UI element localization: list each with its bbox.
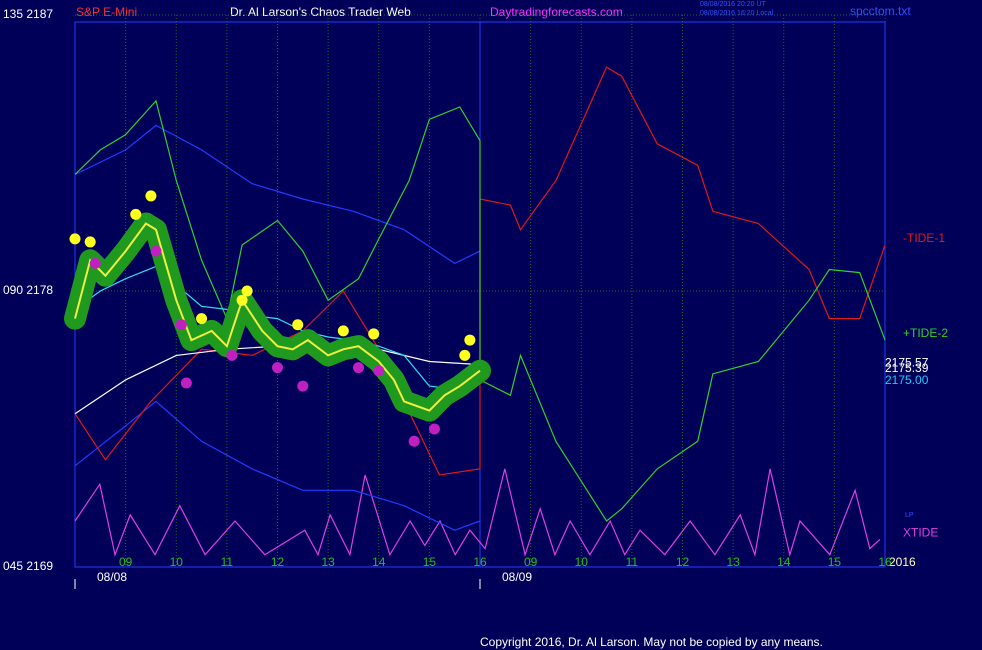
copyright: Copyright 2016, Dr. Al Larson. May not b… bbox=[480, 635, 823, 649]
x-tick-label: 14 bbox=[372, 555, 386, 569]
point bbox=[272, 362, 283, 374]
point bbox=[373, 365, 385, 377]
x-tick-label: 12 bbox=[676, 555, 690, 569]
x-tick-label: 09 bbox=[119, 555, 133, 569]
y-tick-label: 135 2187 bbox=[3, 7, 53, 21]
instrument: S&P E-Mini bbox=[76, 5, 137, 19]
x-tick-label: 10 bbox=[170, 555, 184, 569]
point bbox=[175, 319, 187, 331]
point bbox=[241, 285, 253, 297]
price-label: 2175.39 bbox=[885, 361, 929, 375]
price-label: 2175.00 bbox=[885, 373, 929, 387]
series-label: -TIDE-1 bbox=[903, 231, 945, 245]
point bbox=[353, 362, 364, 374]
series-line bbox=[74, 124, 481, 265]
series-line bbox=[74, 99, 886, 522]
date-label: 08/09 bbox=[502, 570, 532, 584]
point bbox=[428, 423, 440, 435]
annotation: LP bbox=[905, 512, 914, 519]
x-tick-label: 10 bbox=[575, 555, 589, 569]
x-tick-label: 11 bbox=[626, 555, 639, 569]
point bbox=[180, 377, 192, 389]
y-tick-label: 090 2178 bbox=[3, 283, 53, 297]
point bbox=[84, 236, 96, 248]
year-label: 2016 bbox=[889, 555, 916, 569]
point bbox=[368, 328, 380, 340]
point bbox=[150, 245, 162, 257]
x-tick-label: 11 bbox=[221, 555, 234, 569]
point bbox=[226, 349, 238, 361]
x-tick-label: 15 bbox=[423, 555, 437, 569]
point bbox=[464, 334, 476, 346]
series-label: +TIDE-2 bbox=[903, 326, 948, 340]
time-local: 08/08/2016 16:20 Local bbox=[700, 10, 774, 17]
site-url: Daytradingforecasts.com bbox=[490, 5, 623, 19]
point bbox=[89, 257, 101, 269]
point bbox=[69, 233, 81, 245]
point bbox=[297, 380, 309, 392]
site-title: Dr. Al Larson's Chaos Trader Web bbox=[230, 5, 411, 19]
point bbox=[196, 313, 208, 325]
x-tick-label: 14 bbox=[777, 555, 791, 569]
series-label: XTIDE bbox=[903, 526, 938, 540]
x-tick-label: 09 bbox=[524, 555, 538, 569]
series-line bbox=[74, 265, 481, 390]
price-label: 2175.57 bbox=[885, 356, 929, 370]
point bbox=[408, 435, 420, 447]
date-label: 08/08 bbox=[97, 570, 127, 584]
point bbox=[130, 208, 142, 220]
x-tick-label: 13 bbox=[726, 555, 740, 569]
point bbox=[337, 325, 349, 337]
point bbox=[292, 319, 304, 331]
time-ut: 08/08/2016 20:20 UT bbox=[700, 1, 766, 8]
point bbox=[145, 190, 157, 202]
x-tick-label: 12 bbox=[271, 555, 285, 569]
x-tick-label: 13 bbox=[321, 555, 335, 569]
file-name: spcctom.txt bbox=[850, 4, 911, 18]
series-line bbox=[74, 66, 886, 476]
series-line bbox=[74, 222, 481, 412]
y-tick-label: 045 2169 bbox=[3, 559, 53, 573]
x-tick-label: 15 bbox=[828, 555, 842, 569]
series-line bbox=[74, 468, 881, 558]
point bbox=[459, 349, 471, 361]
point bbox=[236, 294, 248, 306]
